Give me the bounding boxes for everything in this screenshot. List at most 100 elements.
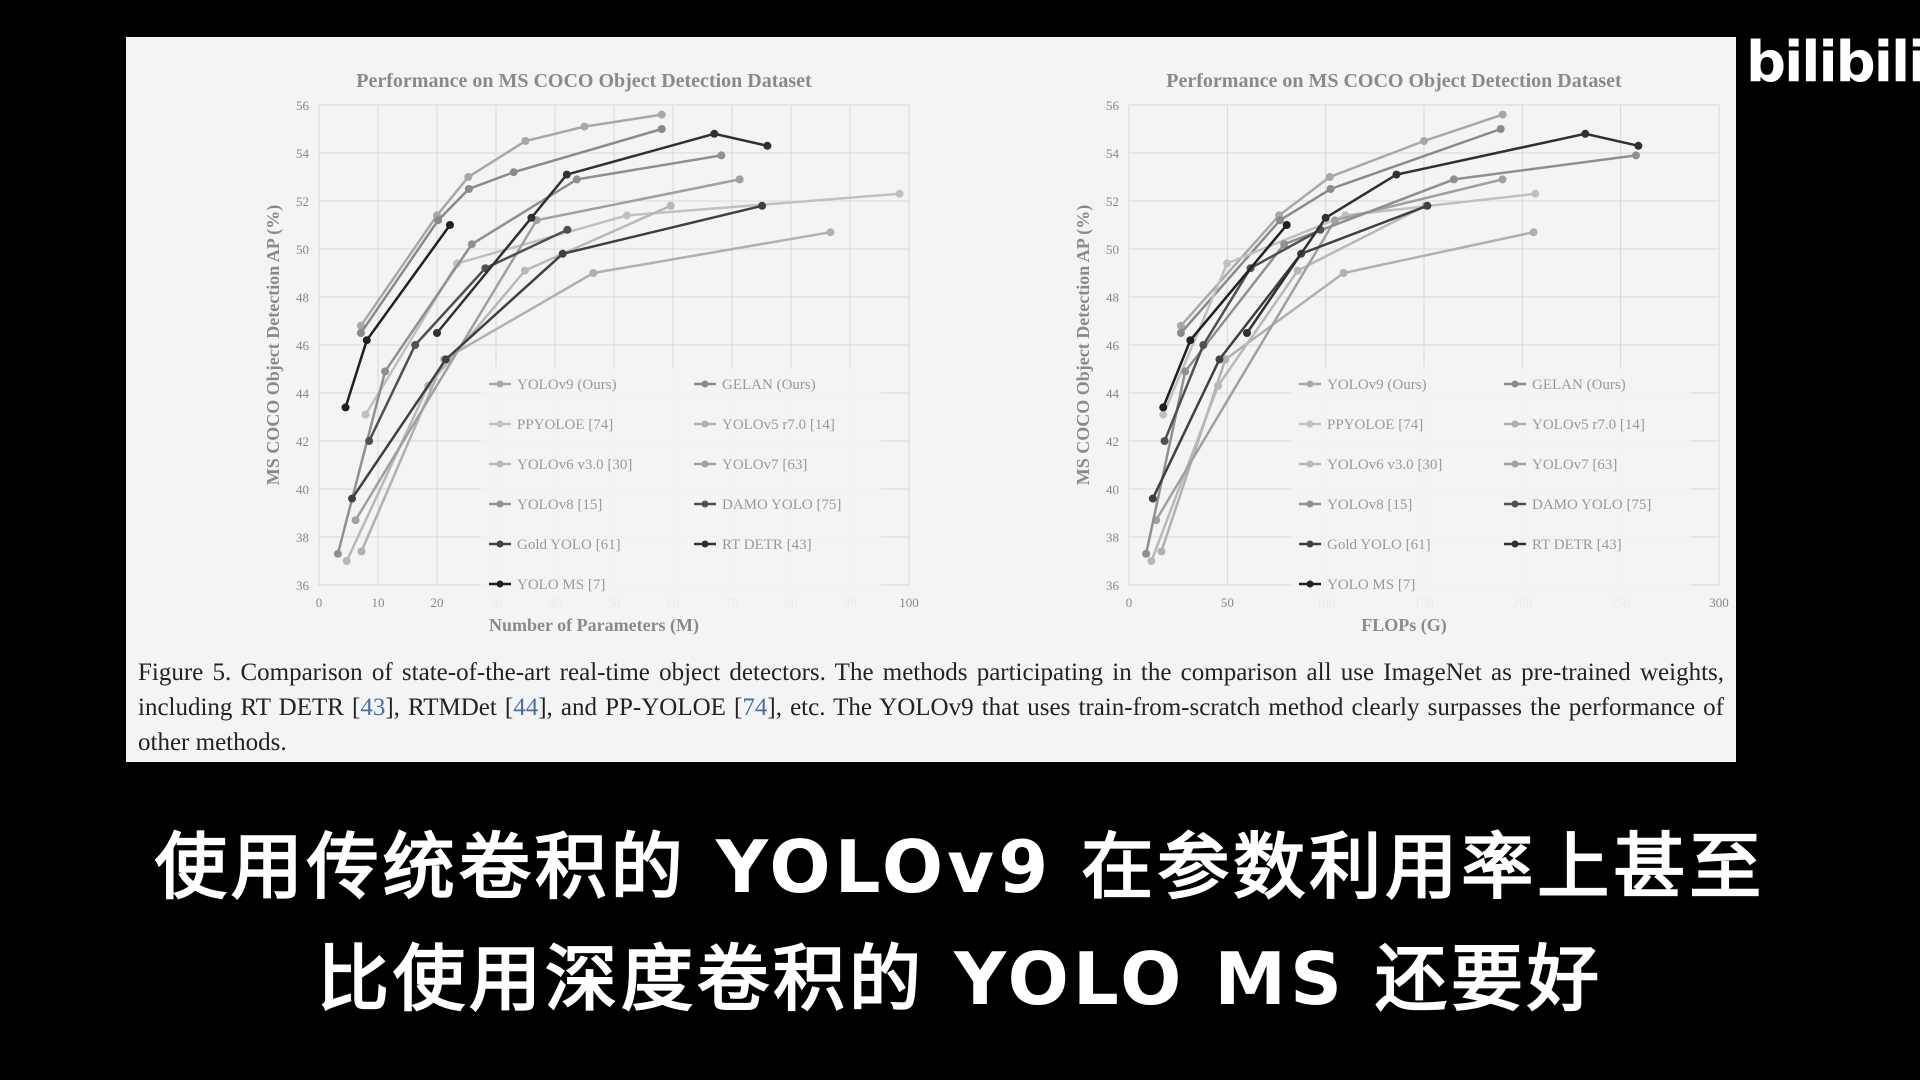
legend-marker — [496, 460, 504, 468]
y-axis-label: MS COCO Object Detection AP (%) — [263, 205, 284, 485]
x-axis-label: Number of Parameters (M) — [489, 615, 699, 636]
legend-label: YOLOv9 (Ours) — [1327, 377, 1427, 393]
legend-label: RT DETR [43] — [1532, 537, 1622, 553]
legend-marker — [1306, 380, 1314, 388]
series-line — [1179, 127, 1502, 334]
legend-label: YOLOv6 v3.0 [30] — [1327, 457, 1442, 473]
x-tick-label: 0 — [1126, 595, 1133, 610]
legend-label: RT DETR [43] — [722, 537, 812, 553]
data-point — [1160, 437, 1169, 445]
legend-marker — [1306, 540, 1314, 548]
data-point — [895, 189, 904, 198]
data-point — [445, 221, 454, 229]
caption-text: ], and PP-YOLOE [ — [538, 694, 743, 721]
y-tick-label: 48 — [1106, 290, 1119, 305]
y-tick-label: 38 — [1106, 530, 1119, 545]
data-point — [1325, 173, 1334, 181]
caption-text: ], etc. The YOLOv9 that uses train-from-… — [138, 694, 1725, 756]
legend-marker — [496, 380, 504, 388]
data-point — [1221, 355, 1230, 364]
legend-label: YOLOv6 v3.0 [30] — [517, 457, 632, 473]
data-point — [1581, 129, 1590, 138]
subtitle-line-1: 使用传统卷积的 YOLOv9 在参数利用率上甚至 — [154, 825, 1766, 909]
data-point — [1531, 189, 1540, 198]
data-point — [362, 336, 371, 345]
data-point — [1181, 367, 1190, 376]
y-tick-label: 36 — [1106, 578, 1120, 593]
x-tick-label: 300 — [1709, 595, 1729, 610]
data-point — [1157, 547, 1166, 556]
y-tick-label: 54 — [1106, 146, 1120, 161]
chart-flops: 0501001502002503003638404244464850525456… — [1073, 70, 1729, 636]
y-tick-label: 46 — [1106, 338, 1120, 353]
data-point — [1215, 355, 1224, 364]
data-point — [1176, 329, 1185, 337]
legend-marker — [1511, 420, 1519, 428]
data-point — [758, 201, 767, 210]
legend-label: DAMO YOLO [75] — [1532, 497, 1651, 513]
data-point — [1326, 185, 1335, 193]
data-point — [1243, 329, 1251, 337]
y-tick-label: 46 — [296, 338, 310, 353]
data-point — [333, 549, 342, 558]
y-tick-label: 52 — [1106, 194, 1119, 209]
data-point — [1632, 151, 1641, 160]
data-point — [1293, 266, 1302, 275]
data-point — [1392, 170, 1401, 179]
legend-marker — [701, 420, 709, 428]
data-point — [717, 151, 726, 160]
y-tick-label: 56 — [1106, 98, 1120, 113]
data-point — [1634, 141, 1643, 150]
data-point — [441, 355, 450, 364]
legend-marker — [701, 380, 709, 388]
legend-label: GELAN (Ours) — [722, 377, 816, 393]
data-point — [1159, 410, 1168, 419]
y-tick-label: 42 — [296, 434, 309, 449]
data-point — [361, 410, 370, 419]
data-point — [464, 185, 473, 193]
series-line — [1163, 228, 1321, 442]
legend-marker — [496, 420, 504, 428]
legend-marker — [496, 540, 504, 548]
caption-ref-link[interactable]: 74 — [742, 694, 768, 721]
data-point — [1147, 557, 1156, 565]
chart-title: Performance on MS COCO Object Detection … — [356, 70, 812, 92]
data-point — [433, 329, 441, 337]
data-point — [1159, 403, 1168, 412]
data-point — [509, 168, 518, 177]
data-point — [464, 173, 473, 181]
data-point — [1176, 321, 1185, 330]
legend-marker — [1306, 500, 1314, 508]
y-tick-label: 50 — [296, 242, 309, 257]
x-tick-label: 20 — [431, 595, 444, 610]
legend-label: YOLOv9 (Ours) — [517, 377, 617, 393]
x-axis-label: FLOPs (G) — [1361, 615, 1447, 636]
caption-ref-link[interactable]: 43 — [360, 694, 386, 721]
legend-marker — [1511, 500, 1519, 508]
data-point — [1186, 336, 1195, 345]
data-point — [521, 137, 530, 145]
data-point — [1199, 341, 1208, 349]
legend-marker — [1306, 420, 1314, 428]
legend-marker — [1511, 380, 1519, 388]
y-tick-label: 38 — [296, 530, 309, 545]
legend-box — [1291, 367, 1691, 615]
legend-label: YOLOv7 [63] — [1532, 457, 1617, 473]
data-point — [666, 201, 675, 210]
data-point — [348, 494, 357, 503]
legend-label: YOLOv8 [15] — [517, 497, 602, 513]
data-point — [1420, 137, 1428, 145]
data-point — [589, 269, 598, 277]
legend-label: PPYOLOE [74] — [1327, 417, 1423, 433]
data-point — [572, 175, 581, 184]
series-line — [360, 230, 831, 552]
data-point — [563, 225, 572, 234]
data-point — [1282, 221, 1291, 229]
data-point — [657, 110, 666, 119]
data-point — [356, 321, 365, 330]
legend-marker — [1306, 460, 1314, 468]
legend-marker — [701, 460, 709, 468]
caption-ref-link[interactable]: 44 — [513, 694, 539, 721]
x-tick-label: 100 — [899, 595, 919, 610]
data-point — [1498, 110, 1507, 119]
